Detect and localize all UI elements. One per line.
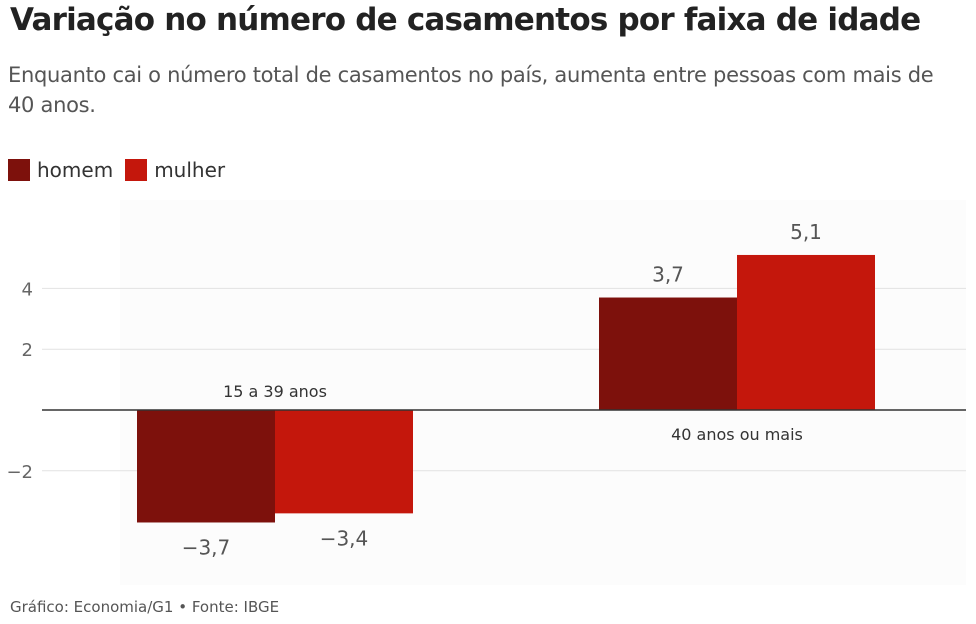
chart-title: Variação no número de casamentos por fai… xyxy=(10,2,921,38)
data-label: 5,1 xyxy=(790,220,822,244)
bar-homem xyxy=(137,410,275,523)
legend-label-mulher: mulher xyxy=(154,158,226,182)
legend-swatch-mulher xyxy=(125,159,148,181)
legend-item-homem: homem xyxy=(8,158,113,182)
y-tick-label: −2 xyxy=(6,462,33,483)
data-label: 3,7 xyxy=(652,263,684,287)
y-tick-label: 4 xyxy=(22,279,33,300)
legend-item-mulher: mulher xyxy=(125,158,225,182)
footer-credit: Gráfico: Economia/G1 • Fonte: IBGE xyxy=(10,598,280,616)
bar-mulher xyxy=(737,254,875,410)
data-label: −3,4 xyxy=(320,526,369,550)
chart-subtitle: Enquanto cai o número total de casamento… xyxy=(8,63,934,117)
legend-swatch-homem xyxy=(8,159,30,181)
legend: homem mulher xyxy=(8,158,237,182)
legend-label-homem: homem xyxy=(37,158,114,182)
category-label: 40 anos ou mais xyxy=(671,425,803,444)
bar-chart: 4 2 −2 −3,7 −3,4 15 a 39 anos 3,7 5,1 40 anos o… xyxy=(6,219,966,560)
y-tick-label: 2 xyxy=(22,340,33,361)
data-label: −3,7 xyxy=(182,535,231,559)
bar-mulher xyxy=(275,410,413,514)
bar-homem xyxy=(599,297,737,410)
category-label: 15 a 39 anos xyxy=(223,382,327,401)
